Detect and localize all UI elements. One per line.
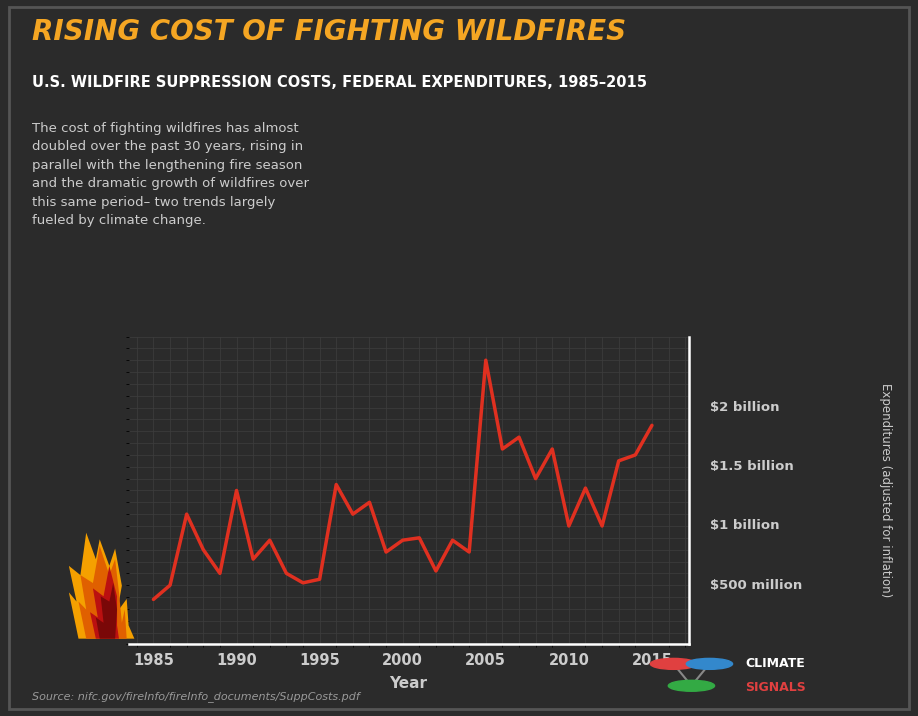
Text: Source: nifc.gov/fireInfo/fireInfo_documents/SuppCosts.pdf: Source: nifc.gov/fireInfo/fireInfo_docum…	[32, 691, 360, 702]
Text: $500 million: $500 million	[711, 579, 802, 591]
Circle shape	[668, 680, 714, 691]
Polygon shape	[90, 566, 119, 639]
Text: Expenditures (adjusted for inflation): Expenditures (adjusted for inflation)	[879, 383, 892, 598]
Text: CLIMATE: CLIMATE	[745, 657, 805, 670]
Text: U.S. WILDFIRE SUPPRESSION COSTS, FEDERAL EXPENDITURES, 1985–2015: U.S. WILDFIRE SUPPRESSION COSTS, FEDERAL…	[32, 75, 647, 90]
Circle shape	[650, 659, 697, 669]
Text: $1 billion: $1 billion	[711, 520, 779, 533]
Polygon shape	[69, 533, 134, 639]
Text: SIGNALS: SIGNALS	[745, 680, 806, 694]
Polygon shape	[78, 546, 127, 639]
Polygon shape	[95, 583, 118, 639]
Text: The cost of fighting wildfires has almost
doubled over the past 30 years, rising: The cost of fighting wildfires has almos…	[32, 122, 309, 227]
X-axis label: Year: Year	[389, 676, 428, 691]
Text: $1.5 billion: $1.5 billion	[711, 460, 794, 473]
Circle shape	[687, 659, 733, 669]
Text: RISING COST OF FIGHTING WILDFIRES: RISING COST OF FIGHTING WILDFIRES	[32, 18, 626, 46]
Text: $2 billion: $2 billion	[711, 401, 779, 414]
